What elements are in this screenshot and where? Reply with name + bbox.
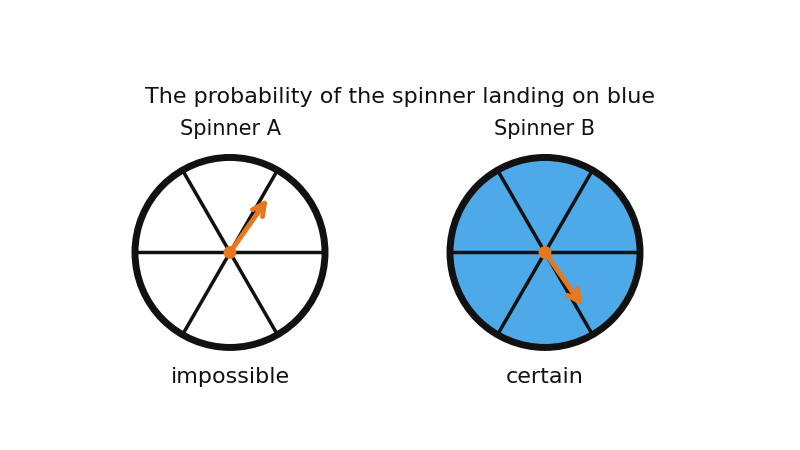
Text: Example 1 – Understanding descriptions of probability: Example 1 – Understanding descriptions o… (12, 14, 800, 41)
Text: Spinner A: Spinner A (179, 119, 281, 140)
Circle shape (539, 247, 550, 258)
Circle shape (224, 247, 236, 258)
Text: The probability of the spinner landing on blue: The probability of the spinner landing o… (145, 87, 655, 108)
Circle shape (135, 158, 325, 347)
Text: Spinner B: Spinner B (494, 119, 595, 140)
Text: certain: certain (506, 368, 584, 387)
Text: impossible: impossible (170, 368, 290, 387)
Circle shape (450, 158, 640, 347)
